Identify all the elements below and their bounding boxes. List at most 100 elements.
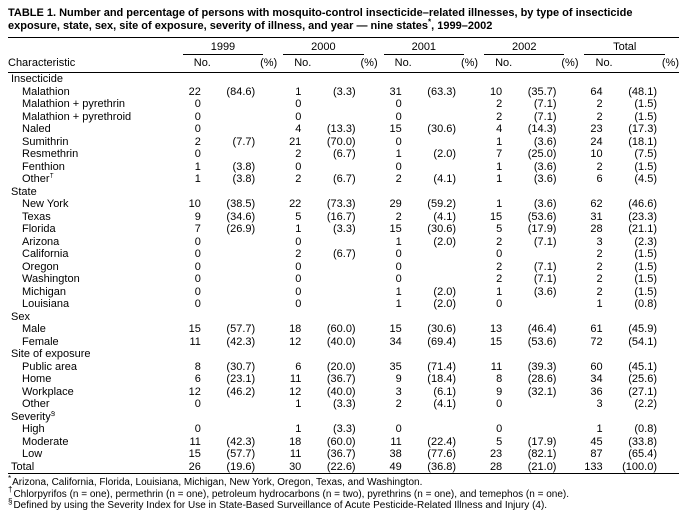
count-cell: 23 [489, 448, 503, 460]
percent-cell: (19.6) [210, 460, 278, 474]
percent-cell: (3.8) [232, 160, 256, 173]
percent-cell: (53.6) [527, 210, 557, 223]
count-cell: 11 [490, 360, 503, 373]
percent-cell: (0.8) [634, 298, 657, 310]
count-cell: 1 [496, 173, 503, 185]
count-cell: 34 [590, 373, 603, 385]
table-row: Moderate 11 (42.3) 18 (60.0) 11 (22.4) 5 (17.9) 4… [8, 436, 679, 449]
count-cell: 0 [295, 110, 302, 123]
row-label: Other [22, 398, 50, 410]
row-label: Michigan [22, 285, 67, 298]
footnote-asterisk: *Arizona, California, Florida, Louisiana… [8, 473, 679, 489]
percent-cell: (100.0) [612, 460, 679, 474]
no-header: No. [478, 55, 513, 73]
table-row: Public area 8 (30.7) 6 (20.0) 35 (71.4) 11 (39.3… [8, 361, 679, 374]
count-cell: 15 [489, 335, 503, 348]
table-row: Male 15 (57.7) 18 (60.0) 15 (30.6) 13 (46.4) 61 (4… [8, 323, 679, 336]
count-cell: 0 [295, 160, 302, 173]
percent-cell [211, 98, 277, 111]
count-cell: 1 [496, 198, 503, 210]
count-cell: 0 [395, 423, 402, 435]
row-label: Other† [22, 173, 54, 185]
count-cell: 0 [194, 248, 201, 260]
percent-cell: (46.6) [628, 198, 657, 210]
count-cell: 0 [395, 260, 402, 273]
percent-cell: (69.4) [427, 335, 457, 348]
percent-cell [211, 236, 277, 249]
count-cell: 15 [188, 448, 201, 460]
percent-cell: (22.4) [427, 435, 457, 448]
table-row: Other† 1 (3.8) 2 (6.7) 2 (4.1) 1 (3.6) 6 (4.5) [8, 173, 679, 186]
percent-cell [211, 248, 277, 261]
count-cell: 2 [596, 285, 603, 298]
count-cell: 1 [194, 173, 201, 185]
table-row: Low 15 (57.7) 11 (36.7) 38 (77.6) 23 (82.1) 87 (65… [8, 448, 679, 461]
count-cell: 10 [489, 85, 503, 98]
table-title-footnote-marker: * [428, 17, 432, 27]
percent-cell: (18.4) [427, 373, 457, 385]
count-cell: 45 [590, 435, 603, 448]
year-label: 1999 [182, 41, 264, 55]
row-label: Low [22, 448, 43, 460]
section-header-row: Insecticide [8, 73, 679, 86]
count-cell: 0 [194, 423, 201, 435]
footnote-marker: * [8, 473, 12, 483]
count-cell: 0 [295, 298, 302, 310]
count-cell: 7 [194, 223, 201, 235]
count-cell: 1 [596, 298, 603, 310]
table-row: Workplace 12 (46.2) 12 (40.0) 3 (6.1) 9 (32.1) 36… [8, 386, 679, 399]
percent-cell: (3.6) [533, 285, 557, 298]
percent-cell: (1.5) [634, 273, 657, 285]
row-label: Malathion [22, 85, 70, 98]
row-label: Sumithrin [22, 135, 69, 148]
row-label: Fenthion [22, 160, 65, 173]
total-label: Total [584, 41, 665, 55]
percent-cell: (3.3) [332, 398, 356, 410]
percent-cell: (16.7) [326, 210, 356, 223]
row-label: Malathion + pyrethroid [22, 110, 132, 123]
percent-header: (%) [210, 55, 278, 73]
section-header-row: Severity§ [8, 411, 679, 424]
count-cell: 6 [596, 173, 603, 185]
count-cell: 9 [496, 385, 503, 398]
count-cell: 9 [395, 373, 402, 385]
count-cell: 12 [188, 385, 201, 398]
percent-cell [311, 261, 377, 274]
count-cell: 12 [289, 385, 302, 398]
percent-cell: (3.3) [332, 423, 356, 435]
table-row: Naled 0 4 (13.3) 15 (30.6) 4 (14.3) 23 (17.3) [8, 123, 679, 136]
percent-cell: (36.7) [326, 373, 356, 385]
no-header: No. [176, 55, 211, 73]
count-cell: 10 [188, 198, 201, 210]
count-cell: 30 [277, 460, 312, 474]
row-label: Home [22, 373, 52, 385]
percent-cell: (2.3) [634, 235, 657, 248]
row-label: Washington [22, 273, 80, 285]
percent-cell: (57.7) [226, 448, 256, 460]
footnote-text: Defined by using the Severity Index for … [13, 500, 548, 511]
count-cell: 8 [194, 360, 201, 373]
row-label: Naled [22, 123, 51, 135]
count-cell: 0 [194, 148, 201, 160]
percent-cell: (2.2) [634, 398, 657, 410]
percent-cell: (26.9) [226, 223, 256, 235]
row-label: Moderate [22, 435, 69, 448]
percent-cell: (17.9) [527, 435, 557, 448]
count-cell: 0 [395, 98, 402, 110]
percent-cell [412, 248, 478, 261]
footnote-text: Chlorpyrifos (n = one), permethrin (n = … [13, 488, 570, 500]
subheader-row: Characteristic No. (%) No. (%) No. (%) N… [8, 55, 679, 73]
percent-cell: (70.0) [326, 135, 356, 148]
percent-cell [211, 148, 277, 161]
percent-cell [311, 273, 377, 286]
count-cell: 35 [389, 360, 402, 373]
year-header-row: 1999 2000 2001 2002 Total [8, 37, 679, 55]
count-cell: 133 [578, 460, 613, 474]
row-label: Oregon [22, 260, 59, 273]
count-cell: 62 [590, 198, 603, 210]
percent-cell [412, 273, 478, 286]
count-cell: 60 [590, 360, 603, 373]
count-cell: 11 [289, 448, 302, 460]
count-cell: 0 [395, 135, 402, 148]
table-row: Sumithrin 2 (7.7) 21 (70.0) 0 1 (3.6) 24 (18.1) [8, 136, 679, 149]
